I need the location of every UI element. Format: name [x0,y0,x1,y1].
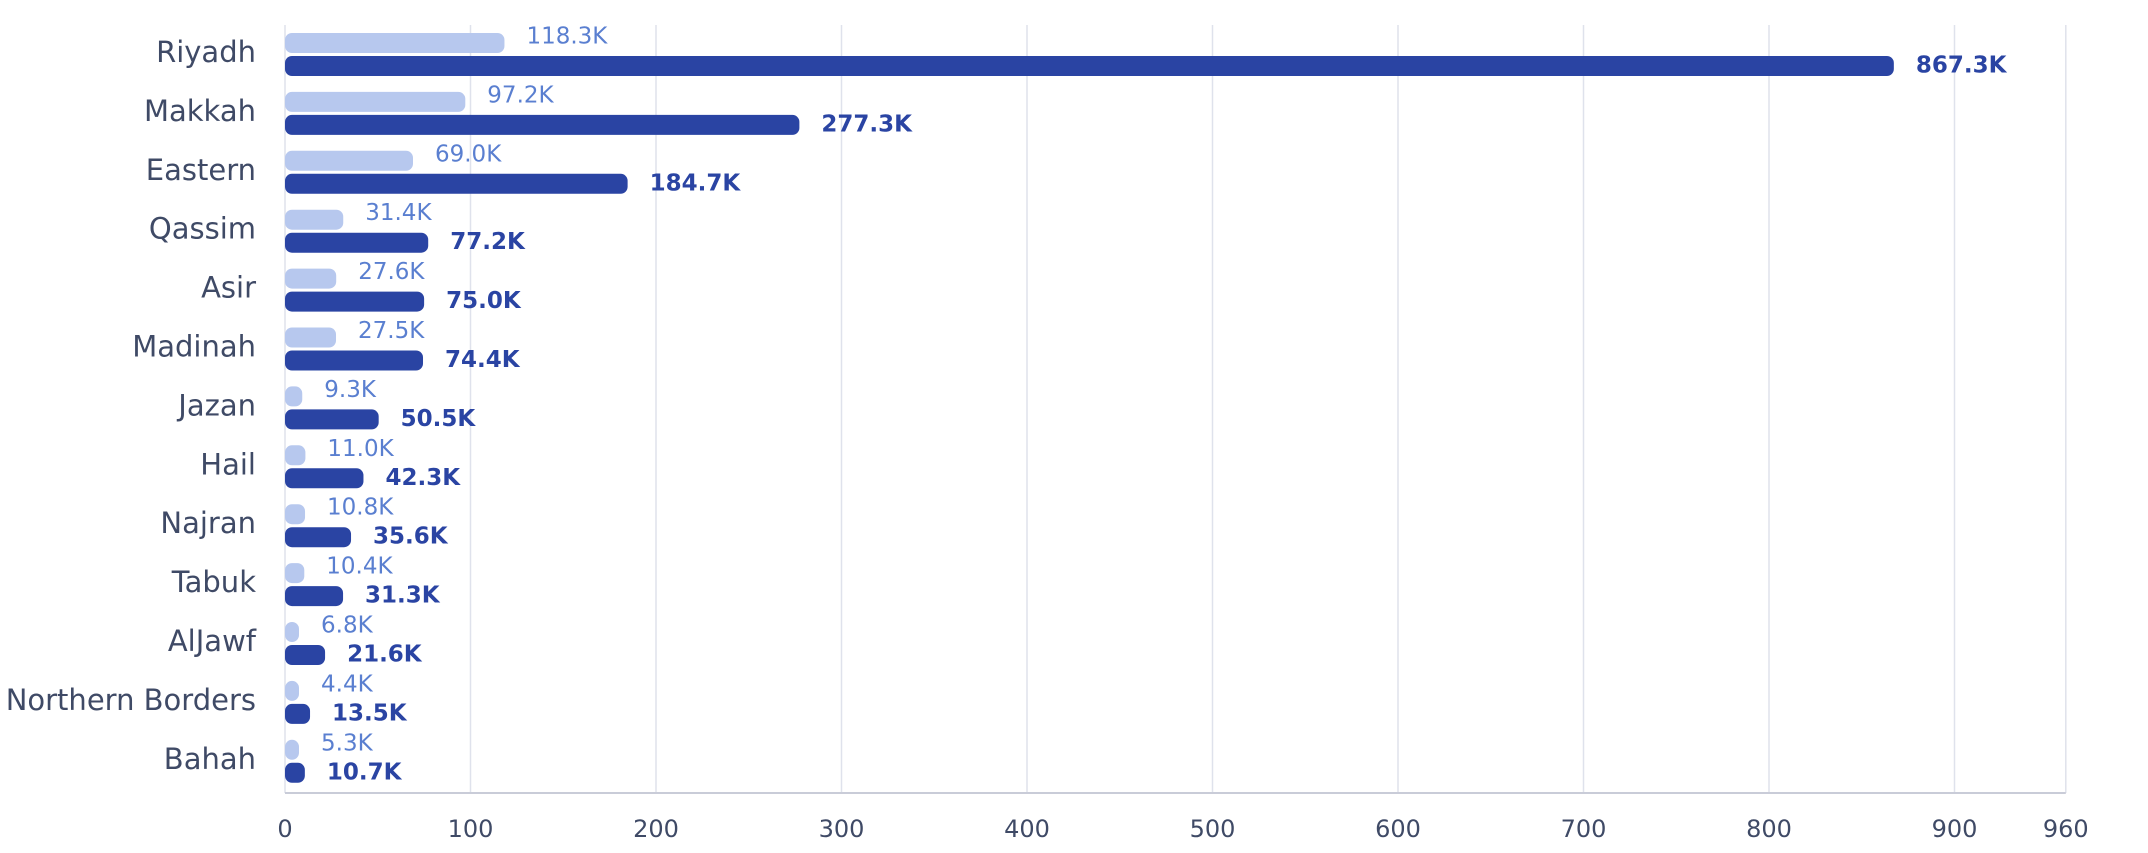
data-label-dark: 31.3K [365,583,441,609]
gridlines [284,25,2067,793]
bar-light [285,268,337,289]
bar-light [285,33,505,53]
bar-light [285,739,299,760]
bar-dark [285,645,326,665]
bar-light [285,680,299,701]
bar-dark [285,350,424,371]
category-label: Bahah [164,742,256,776]
data-label-dark: 277.3K [821,111,913,137]
value-labels: 118.3K 867.3K 97.2K 277.3K 69.0K 184.7K 31.4K 7… [321,24,2008,786]
data-label-dark: 42.3K [385,465,461,491]
data-label-dark: 50.5K [401,406,477,432]
data-label-light: 31.4K [365,200,432,226]
data-label-light: 10.4K [326,554,393,580]
bar-dark [285,527,352,548]
data-label-light: 118.3K [526,24,608,50]
bar-dark [285,56,1894,76]
x-tick-label: 400 [1004,815,1050,843]
bar-light [285,563,305,584]
bar-dark [285,291,425,312]
bar-dark [285,468,364,489]
x-tick-label: 500 [1190,815,1236,843]
data-label-dark: 35.6K [373,524,449,550]
x-tick-label: 0 [277,815,292,843]
bar-light [285,386,303,407]
data-label-light: 4.4K [321,671,374,697]
category-label: Riyadh [156,35,256,69]
data-label-dark: 21.6K [347,642,423,668]
bar-dark [285,173,628,194]
x-tick-label: 960 [2043,815,2089,843]
x-tick-label: 700 [1561,815,1607,843]
bar-dark [285,703,311,724]
x-tick-label: 200 [633,815,679,843]
data-label-light: 27.5K [358,318,425,344]
bar-dark [285,114,800,135]
data-label-light: 97.2K [487,82,554,108]
category-label: Tabuk [171,565,256,599]
data-label-light: 6.8K [321,613,374,639]
bar-dark [285,762,305,783]
category-label: Northern Borders [6,683,256,717]
bar-light [285,622,299,642]
bar-dark [285,586,344,607]
data-label-dark: 75.0K [446,288,522,314]
data-label-dark: 13.5K [332,700,408,726]
data-label-dark: 867.3K [1916,53,2008,79]
category-label: Makkah [144,94,256,128]
bar-light [285,445,306,466]
bar-light [285,504,306,525]
category-label: Hail [200,447,256,481]
bar-light [285,91,466,112]
x-tick-label: 900 [1932,815,1978,843]
category-label: Jazan [176,388,256,422]
data-label-light: 11.0K [327,436,394,462]
x-tick-label: 600 [1375,815,1421,843]
category-label: AlJawf [168,624,257,658]
category-label: Madinah [132,330,256,364]
data-label-light: 10.8K [327,495,394,521]
x-tick-label: 300 [819,815,865,843]
bar-light [285,327,337,348]
bar-light [285,150,413,171]
category-label: Asir [201,271,256,305]
bar-dark [285,409,379,430]
category-label: Eastern [146,153,256,187]
category-labels: Riyadh Makkah Eastern Qassim Asir Madinah Jaza… [6,35,257,776]
data-label-light: 27.6K [358,259,425,285]
data-label-dark: 184.7K [650,170,742,196]
data-label-dark: 10.7K [327,759,403,785]
data-label-dark: 74.4K [445,347,521,373]
data-label-light: 9.3K [324,377,377,403]
data-label-light: 5.3K [321,730,374,756]
bar-light [285,209,344,230]
category-label: Qassim [149,212,256,246]
x-tick-label: 100 [448,815,494,843]
x-tick-label: 800 [1746,815,1792,843]
bar-dark [285,232,429,253]
bars [285,33,1894,783]
data-label-dark: 77.2K [450,229,526,255]
category-label: Najran [160,506,256,540]
data-label-light: 69.0K [435,141,502,167]
x-axis: 0 100 200 300 400 500 600 700 800 900 960 [277,792,2089,843]
